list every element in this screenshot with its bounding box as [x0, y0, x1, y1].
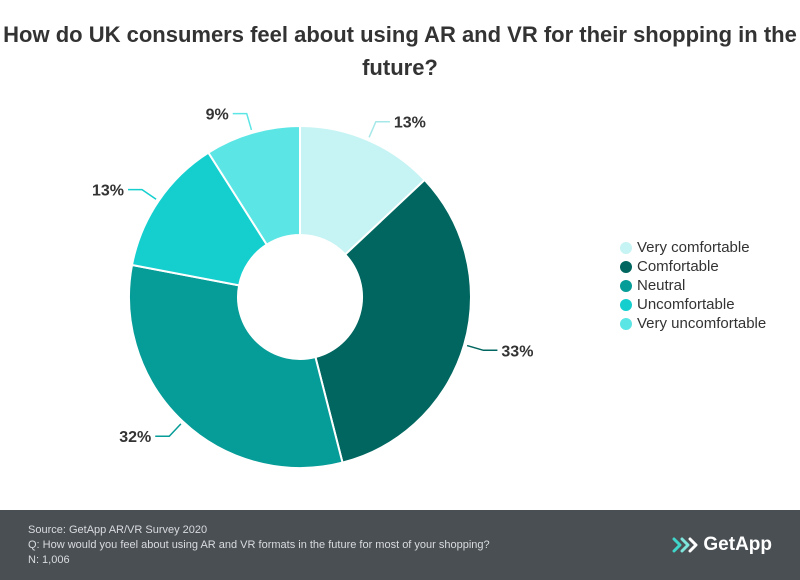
legend-item-comfortable: Comfortable — [620, 257, 766, 276]
getapp-chevrons-icon — [672, 537, 698, 553]
leader-line-comfortable — [466, 344, 498, 352]
slice-very-comfortable — [299, 124, 427, 256]
data-label-neutral: 32% — [119, 429, 151, 446]
footer-notes: Source: GetApp AR/VR Survey 2020 Q: How … — [28, 523, 490, 568]
legend-item-neutral: Neutral — [620, 276, 766, 295]
chart-title: How do UK consumers feel about using AR … — [3, 22, 797, 80]
legend-item-uncomfortable: Uncomfortable — [620, 295, 766, 314]
slice-neutral — [128, 263, 344, 469]
legend: Very comfortable Comfortable Neutral Unc… — [620, 238, 766, 333]
legend-label: Neutral — [637, 277, 686, 294]
legend-swatch — [620, 241, 632, 254]
logo-text: GetApp — [703, 534, 772, 555]
slice-comfortable — [314, 178, 473, 464]
leader-line-neutral — [155, 423, 182, 437]
donut-chart: 13% 33% 32% 13% 9% — [92, 107, 533, 469]
data-label-very-comfortable: 13% — [394, 115, 426, 132]
legend-item-very-comfortable: Very comfortable — [620, 238, 766, 257]
legend-swatch — [620, 260, 632, 273]
leader-line-very-uncomfortable — [232, 112, 253, 131]
source-note: Source: GetApp AR/VR Survey 2020 — [28, 524, 208, 536]
slice-very-uncomfortable — [206, 124, 301, 247]
getapp-logo: GetApp — [672, 534, 772, 556]
question-note: Q: How would you feel about using AR and… — [28, 539, 490, 551]
footer: Source: GetApp AR/VR Survey 2020 Q: How … — [0, 510, 800, 580]
legend-swatch — [620, 298, 632, 311]
sample-size-note: N: 1,006 — [28, 554, 70, 566]
data-label-very-uncomfortable: 9% — [206, 107, 229, 124]
legend-swatch — [620, 317, 632, 330]
legend-item-very-uncomfortable: Very uncomfortable — [620, 314, 766, 333]
legend-label: Very uncomfortable — [637, 315, 767, 332]
legend-label: Uncomfortable — [637, 296, 735, 313]
leader-line-uncomfortable — [128, 188, 157, 200]
legend-swatch — [620, 279, 632, 292]
data-label-uncomfortable: 13% — [92, 183, 124, 200]
slice-uncomfortable — [130, 151, 269, 287]
data-label-comfortable: 33% — [501, 343, 533, 360]
legend-label: Comfortable — [637, 258, 719, 275]
legend-label: Very comfortable — [637, 239, 750, 256]
leader-line-very-comfortable — [368, 120, 390, 138]
